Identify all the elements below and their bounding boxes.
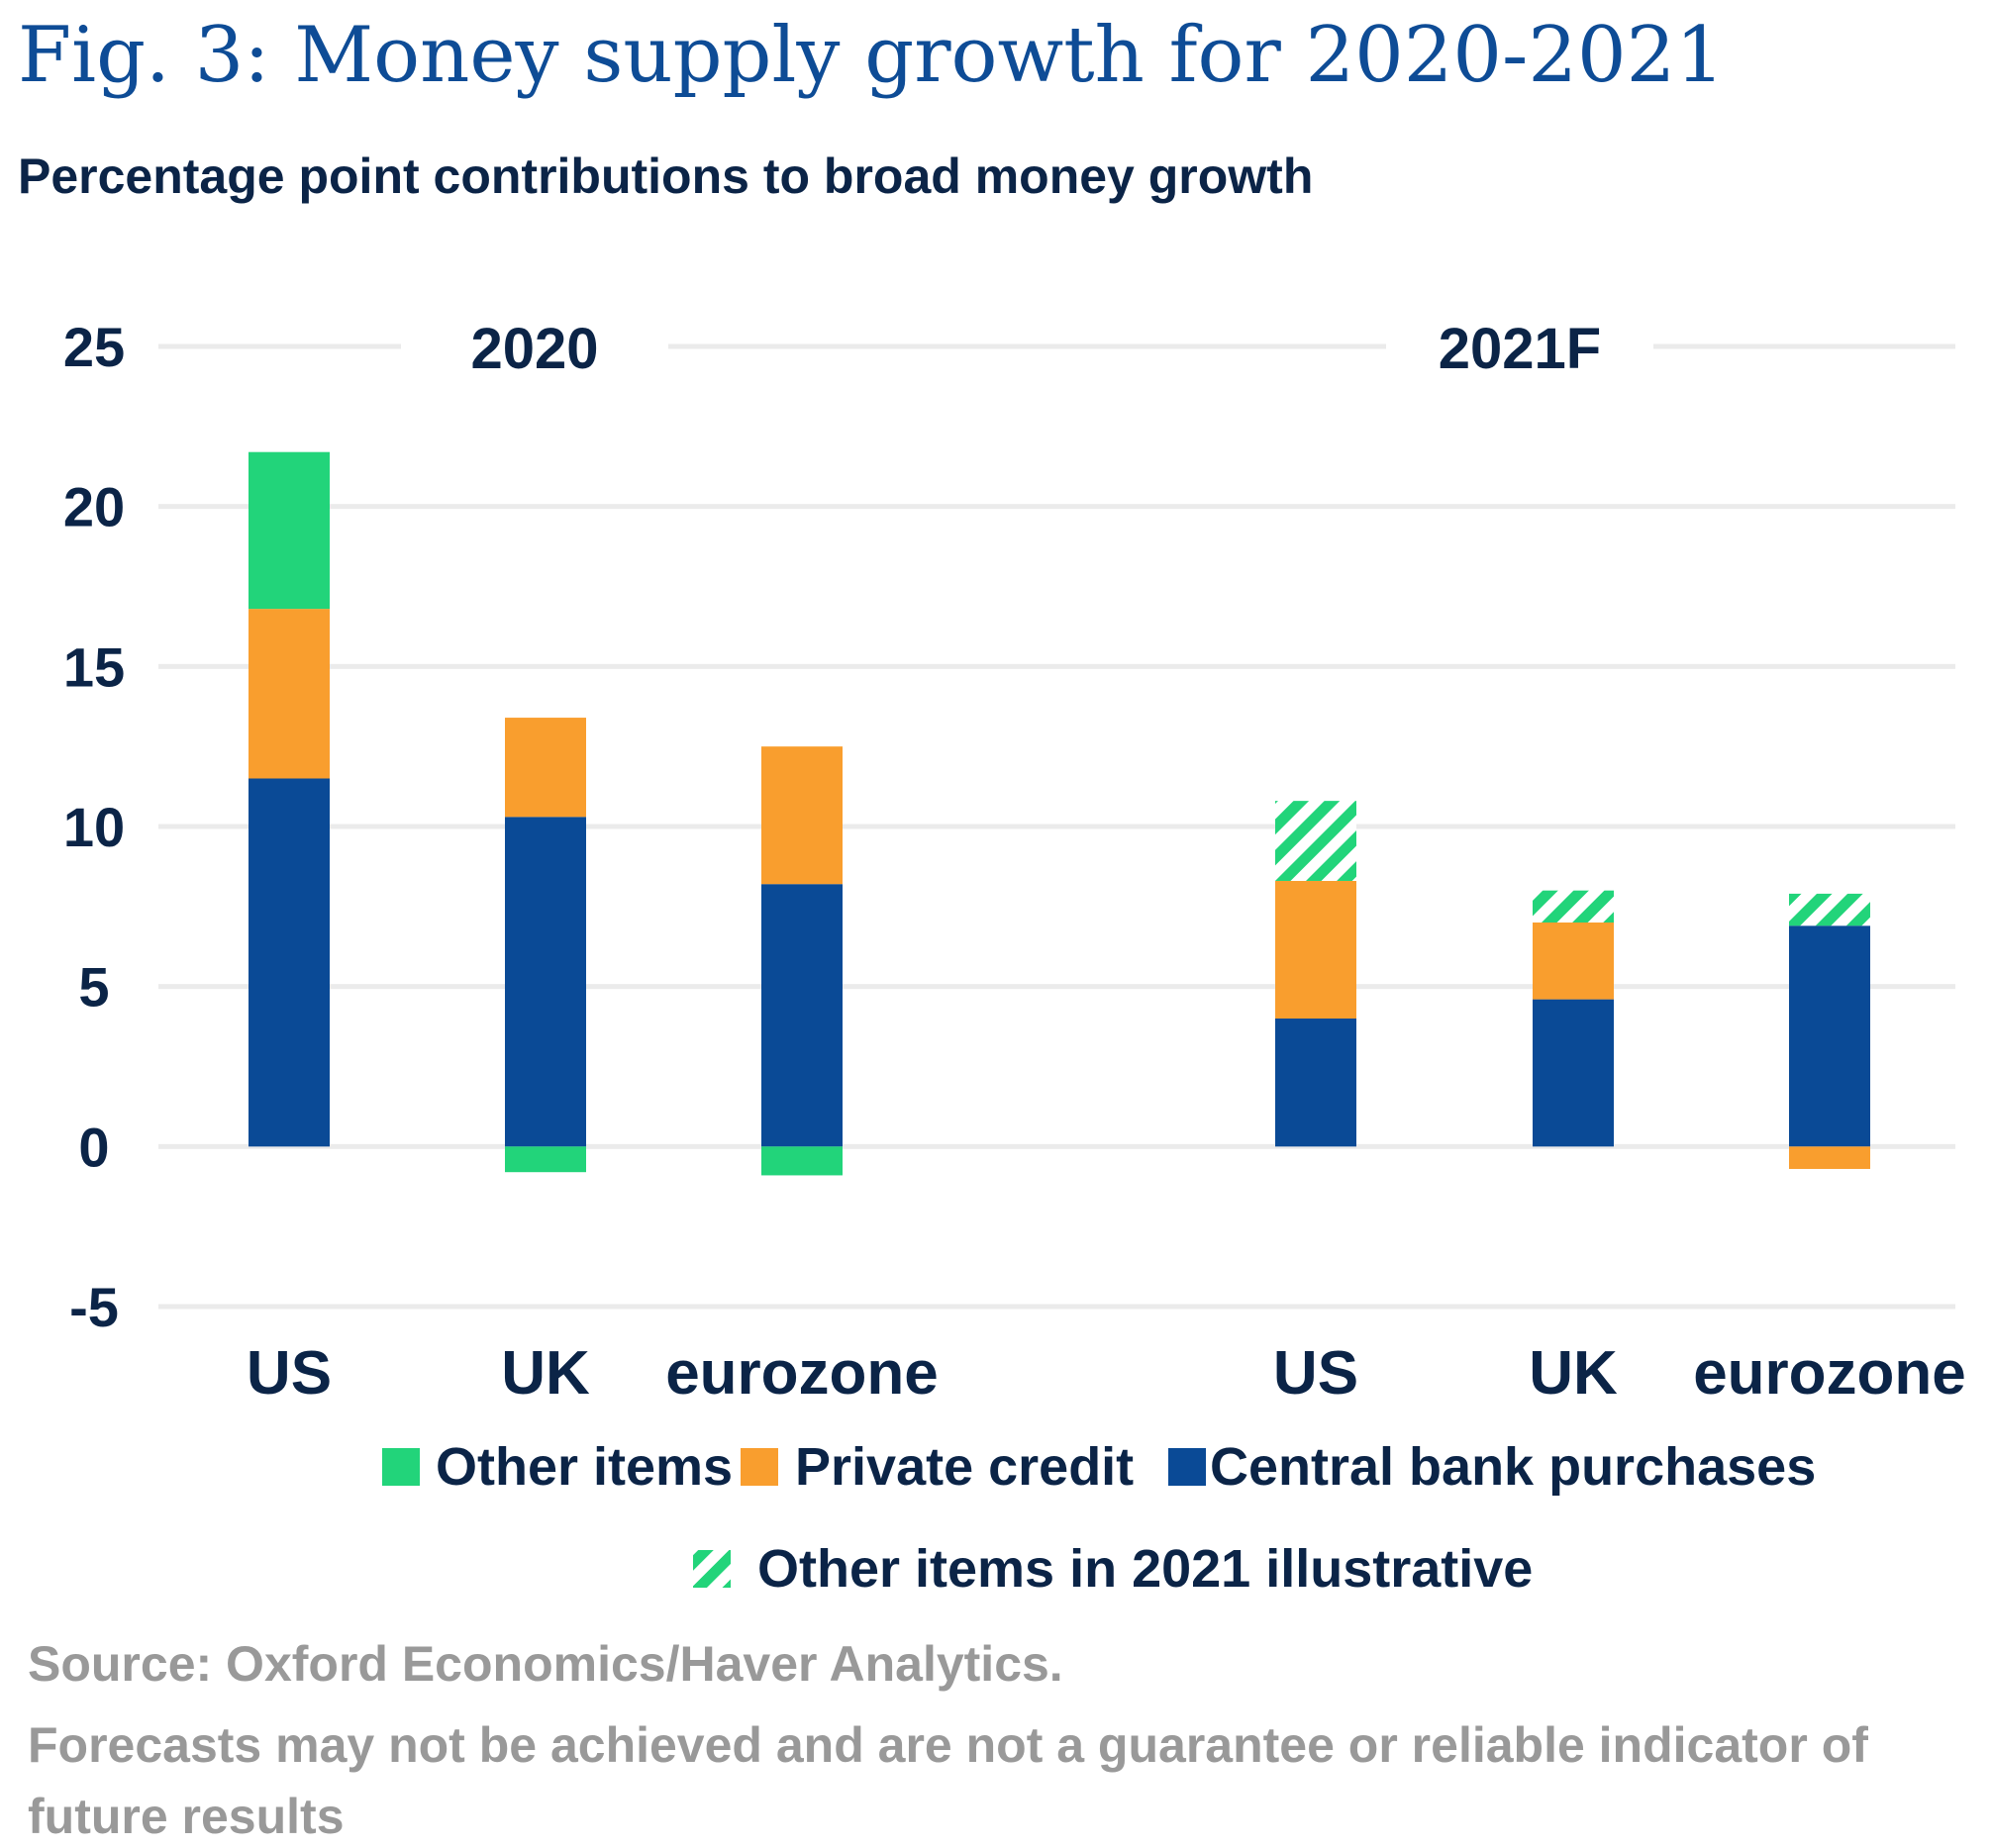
chart-title: Fig. 3: Money supply growth for 2020-202… [18, 11, 1725, 100]
source-line-3: future results [28, 1789, 345, 1844]
bar-central-bank-2021f-eurozone [1789, 925, 1870, 1147]
legend-swatch-other-items [382, 1448, 420, 1486]
x-axis: US UK eurozone US UK eurozone [247, 1339, 1966, 1408]
legend-label-central-bank: Central bank purchases [1210, 1437, 1816, 1497]
bar-private-credit-2021f-eurozone [1789, 1146, 1870, 1169]
bar-private-credit-2020-uk [505, 718, 586, 818]
bar-private-credit-2020-us [249, 609, 330, 779]
y-tick-label: 20 [63, 476, 125, 538]
y-axis: 25 20 15 10 5 0 -5 [63, 316, 125, 1338]
y-tick-label: 0 [78, 1116, 109, 1178]
y-tick-label: 5 [78, 956, 109, 1019]
panel-labels: 2020 2021F [470, 317, 1601, 381]
grid-lines [158, 343, 1955, 1310]
legend-label-private-credit: Private credit [795, 1437, 1134, 1497]
bar-other-items-2020-eurozone [761, 1146, 843, 1176]
bar-private-credit-2021f-us [1275, 880, 1356, 1019]
x-tick-label: eurozone [1693, 1339, 1966, 1408]
bar-central-bank-2020-us [249, 778, 330, 1147]
bar-other-items-2020-uk [505, 1146, 586, 1173]
panel-label-2021f: 2021F [1439, 317, 1601, 381]
y-tick-label: 15 [63, 635, 125, 698]
bars [249, 451, 1870, 1176]
source-line-1: Source: Oxford Economics/Haver Analytics… [28, 1636, 1063, 1692]
legend-label-other-items: Other items [436, 1437, 733, 1497]
legend-swatch-central-bank [1168, 1448, 1206, 1486]
x-tick-label: US [247, 1339, 332, 1408]
x-tick-label: UK [501, 1339, 590, 1408]
x-tick-label: US [1273, 1339, 1358, 1408]
legend-swatch-other-items-illustrative [693, 1550, 731, 1588]
bar-other-items-2020-us [249, 451, 330, 610]
legend-label-other-items-illustrative: Other items in 2021 illustrative [757, 1539, 1533, 1599]
source-line-2: Forecasts may not be achieved and are no… [28, 1717, 1868, 1773]
bar-central-bank-2021f-uk [1533, 999, 1614, 1147]
y-tick-label: -5 [69, 1276, 119, 1338]
x-tick-label: eurozone [665, 1339, 939, 1408]
bar-other-items-illustrative-2021f-eurozone [1789, 893, 1870, 926]
bar-other-items-illustrative-2021f-uk [1533, 890, 1614, 923]
bar-private-credit-2020-eurozone [761, 746, 843, 885]
bar-private-credit-2021f-uk [1533, 923, 1614, 1000]
x-tick-label: UK [1529, 1339, 1618, 1408]
bar-central-bank-2020-eurozone [761, 884, 843, 1147]
bar-central-bank-2021f-us [1275, 1019, 1356, 1147]
legend: Other items Private credit Central bank … [382, 1437, 1816, 1599]
y-tick-label: 25 [63, 316, 125, 378]
legend-swatch-private-credit [741, 1448, 778, 1486]
bar-other-items-illustrative-2021f-us [1275, 801, 1356, 881]
panel-label-2020: 2020 [470, 317, 598, 381]
y-tick-label: 10 [63, 796, 125, 858]
chart-subtitle: Percentage point contributions to broad … [18, 148, 1313, 204]
bar-central-bank-2020-uk [505, 817, 586, 1147]
